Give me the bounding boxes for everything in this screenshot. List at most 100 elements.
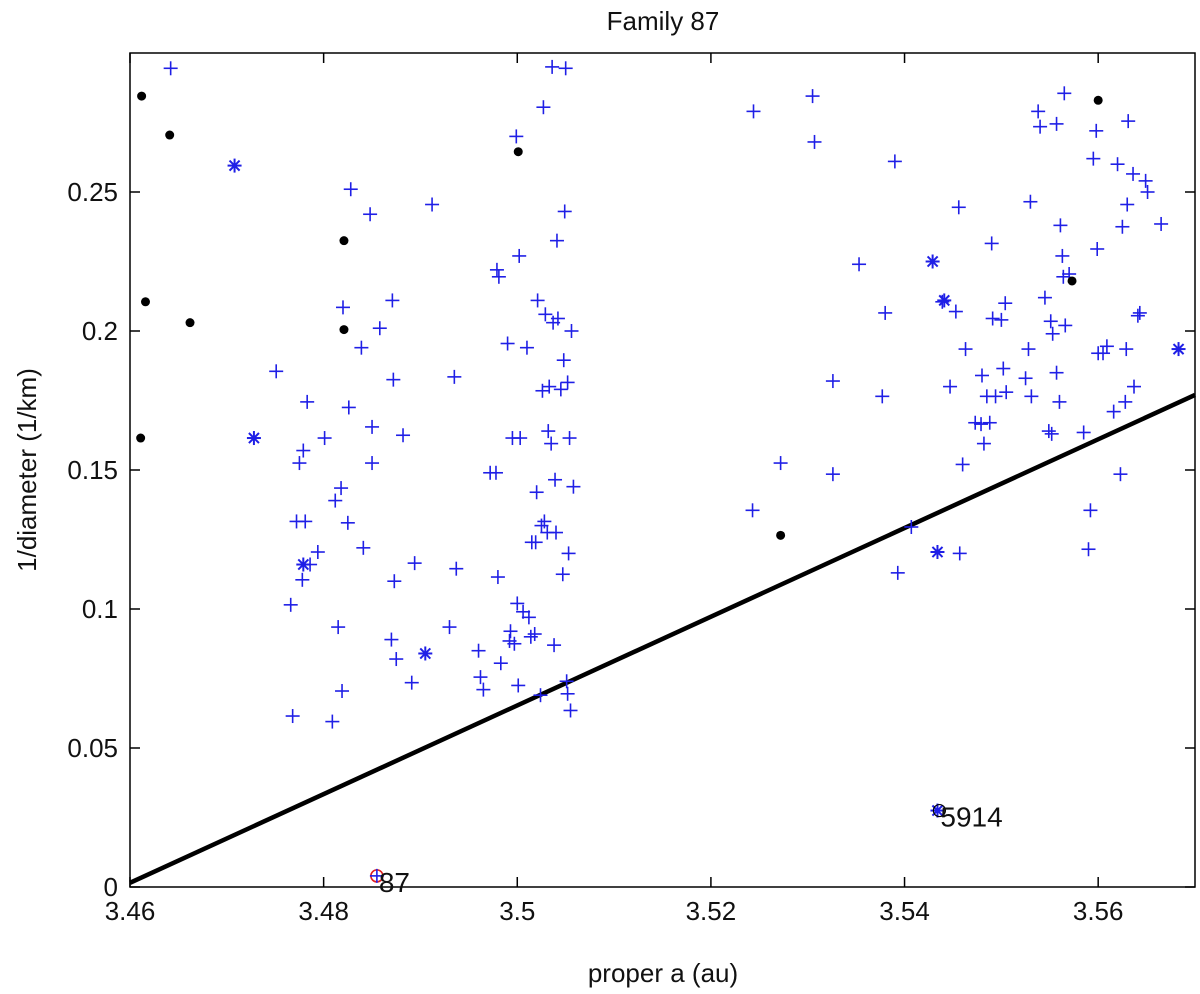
plus-point xyxy=(773,456,788,471)
x-tick-label: 3.48 xyxy=(298,896,349,926)
x-axis-label: proper a (au) xyxy=(588,958,738,988)
asterisk-point xyxy=(227,158,242,173)
plus-point xyxy=(566,479,581,494)
plus-point xyxy=(493,656,508,671)
plus-point xyxy=(976,436,991,451)
black-dot-point xyxy=(339,325,349,335)
plus-point xyxy=(1130,308,1145,323)
plus-point xyxy=(545,59,560,74)
plus-point xyxy=(1031,104,1046,119)
asterisk-point xyxy=(418,646,433,661)
plus-point xyxy=(334,481,349,496)
plus-point xyxy=(561,546,576,561)
plus-point xyxy=(340,515,355,530)
plus-point xyxy=(386,372,401,387)
plus-point xyxy=(548,472,563,487)
plus-point xyxy=(372,321,387,336)
black-dot-point xyxy=(185,318,195,328)
plus-point xyxy=(507,636,522,651)
plus-point xyxy=(354,340,369,355)
plus-point xyxy=(500,336,515,351)
plus-point xyxy=(1090,241,1105,256)
y-tick-label: 0.1 xyxy=(82,594,118,624)
asterisk-point xyxy=(925,254,940,269)
plus-point xyxy=(1089,123,1104,138)
y-tick-label: 0.2 xyxy=(82,316,118,346)
y-tick-label: 0 xyxy=(104,872,118,902)
plus-point xyxy=(1081,542,1096,557)
plus-point xyxy=(1023,194,1038,209)
plus-point xyxy=(538,307,553,322)
plus-point xyxy=(489,262,504,277)
data-marks xyxy=(136,59,1186,883)
plus-point xyxy=(310,545,325,560)
plus-point xyxy=(958,342,973,357)
plus-point xyxy=(968,415,983,430)
plus-point xyxy=(746,104,761,119)
plus-point xyxy=(396,428,411,443)
plus-point xyxy=(1118,394,1133,409)
y-axis: 0 0.05 0.1 0.15 0.2 0.25 xyxy=(67,177,1195,902)
asterisk-stroke xyxy=(938,294,950,307)
plus-point xyxy=(553,382,568,397)
plus-point xyxy=(341,400,356,415)
asterisk-stroke xyxy=(297,558,310,571)
plus-point xyxy=(163,61,178,76)
asterisk-stroke xyxy=(931,546,944,558)
plus-point xyxy=(1120,197,1135,212)
black-dot-point xyxy=(1067,276,1077,286)
asterisk-point xyxy=(1171,342,1186,357)
plus-point xyxy=(805,89,820,104)
plus-point xyxy=(1083,503,1098,518)
plus-point xyxy=(943,379,958,394)
plus-point xyxy=(1076,425,1091,440)
y-tick-label: 0.15 xyxy=(67,455,118,485)
plus-point xyxy=(951,200,966,215)
plus-point xyxy=(878,305,893,320)
plus-point xyxy=(1110,157,1125,172)
plus-point xyxy=(1086,151,1101,166)
plus-point xyxy=(384,632,399,647)
plus-point xyxy=(1099,339,1114,354)
plus-point xyxy=(560,686,575,701)
plus-point xyxy=(512,248,527,263)
y-tick-label: 0.05 xyxy=(67,733,118,763)
plus-point xyxy=(1154,216,1169,231)
plus-point xyxy=(269,364,284,379)
plus-point xyxy=(948,304,963,319)
chart-title: Family 87 xyxy=(607,6,720,36)
plus-point xyxy=(1049,116,1064,131)
plus-point xyxy=(331,620,346,635)
plus-point xyxy=(503,624,518,639)
plus-point xyxy=(527,627,542,642)
plus-point xyxy=(447,369,462,384)
x-axis: 3.46 3.48 3.5 3.52 3.54 3.56 xyxy=(105,53,1123,926)
black-dot-point xyxy=(136,433,146,443)
plus-point xyxy=(564,324,579,338)
plus-point xyxy=(317,431,332,446)
plus-point xyxy=(404,675,419,690)
plus-point xyxy=(298,514,313,529)
plus-point xyxy=(442,620,457,635)
plus-point xyxy=(533,688,548,703)
plus-point xyxy=(1119,342,1134,357)
annotation-label: 5914 xyxy=(940,802,1002,833)
plus-point xyxy=(471,643,486,658)
plus-point xyxy=(1115,219,1130,234)
plus-point xyxy=(300,394,315,409)
x-tick-label: 3.5 xyxy=(499,896,535,926)
plus-point xyxy=(328,493,343,508)
asterisk-stroke xyxy=(228,159,241,172)
plus-point xyxy=(996,361,1011,376)
plus-point xyxy=(285,709,300,724)
plus-point xyxy=(407,556,422,571)
black-dot-point xyxy=(165,130,175,140)
plus-point xyxy=(549,233,564,248)
plus-point xyxy=(549,525,563,540)
plus-point xyxy=(1057,86,1072,101)
plus-point xyxy=(529,485,544,500)
plus-point xyxy=(988,389,1003,404)
asterisk-stroke xyxy=(419,647,432,660)
plus-point xyxy=(473,670,488,685)
